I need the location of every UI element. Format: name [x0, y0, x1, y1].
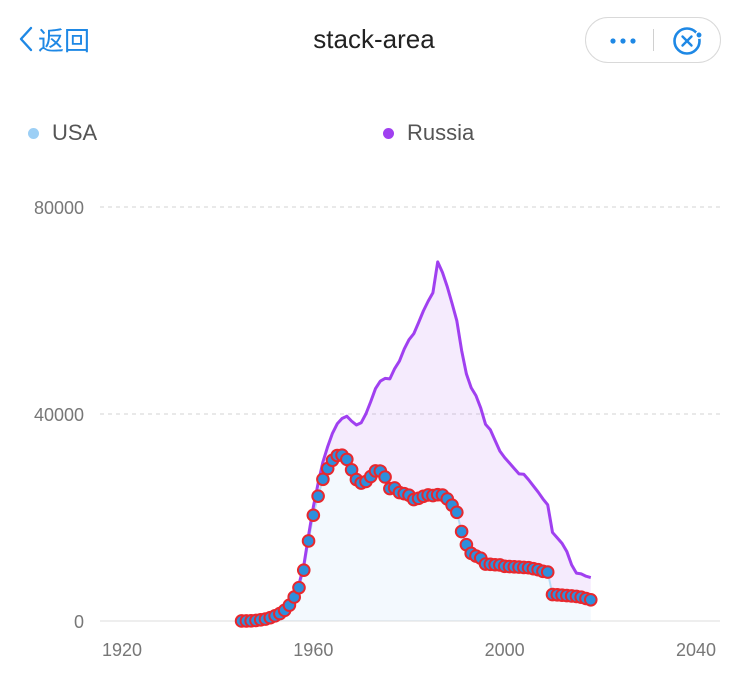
data-point-usa-1962 [316, 472, 330, 487]
x-tick-label-2040: 2040 [676, 640, 716, 660]
close-icon[interactable] [670, 24, 704, 58]
legend-item-usa[interactable]: USA [28, 118, 97, 148]
data-point-usa-1959 [301, 534, 316, 548]
legend-marker-usa [28, 127, 39, 139]
x-tick-label-2000: 2000 [485, 640, 525, 660]
capsule-divider [653, 29, 654, 51]
back-button[interactable]: 返回 [18, 22, 90, 56]
more-icon[interactable] [604, 26, 642, 54]
data-point-usa-1990 [450, 505, 464, 520]
legend-item-russia[interactable]: Russia [383, 118, 474, 148]
x-tick-label-1920: 1920 [102, 640, 142, 660]
data-point-usa-1961 [311, 489, 325, 503]
legend-label-russia: Russia [407, 120, 475, 145]
data-point-usa-2009 [540, 565, 555, 579]
navigation-bar: 返回 stack-area [0, 0, 748, 80]
y-tick-label-40000: 40000 [34, 405, 84, 425]
legend-label-usa: USA [52, 120, 98, 145]
page-title: stack-area [313, 24, 435, 54]
data-point-usa-1957 [292, 580, 306, 595]
data-point-usa-1958 [296, 563, 311, 577]
area-russia [241, 261, 591, 621]
mini-program-capsule [585, 17, 721, 63]
y-tick-label-80000: 80000 [34, 198, 84, 218]
back-label: 返回 [38, 25, 91, 56]
x-tick-label-1960: 1960 [293, 640, 333, 660]
data-point-usa-1991 [454, 524, 469, 539]
data-point-usa-1960 [306, 508, 321, 523]
chevron-left-icon [19, 26, 33, 52]
area-usa [241, 455, 591, 621]
legend-marker-russia [383, 127, 394, 139]
data-point-usa-2018 [583, 592, 598, 607]
data-point-usa-1975 [378, 470, 392, 484]
points-usa [234, 448, 598, 628]
y-tick-label-0: 0 [74, 612, 84, 632]
